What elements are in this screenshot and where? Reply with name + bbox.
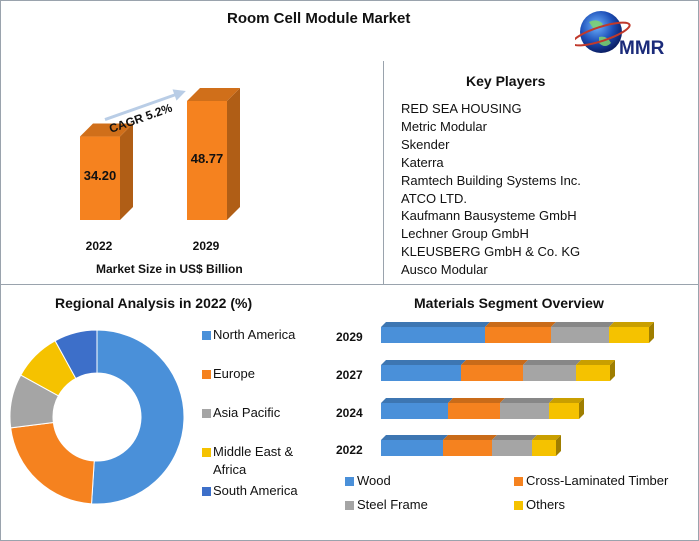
- key-player-item: Metric Modular: [401, 118, 487, 134]
- materials-year-label: 2024: [336, 406, 363, 420]
- materials-segment-cross-laminated-timber: [448, 403, 500, 419]
- key-player-item: Skender: [401, 136, 450, 152]
- key-player-item: KLEUSBERG GmbH & Co. KG: [401, 244, 581, 260]
- divider-vertical-top: [383, 61, 384, 284]
- segment-top: [500, 398, 554, 403]
- legend-swatch: [202, 331, 211, 340]
- segment-top: [381, 322, 490, 327]
- materials-segment-cross-laminated-timber: [461, 365, 523, 381]
- legend-label: South America: [213, 483, 298, 498]
- materials-segment-others: [609, 327, 649, 343]
- segment-top: [381, 398, 453, 403]
- regional-donut-chart: [9, 329, 185, 505]
- materials-segment-others: [549, 403, 579, 419]
- materials-year-label: 2027: [336, 368, 363, 382]
- segment-side: [610, 360, 615, 381]
- segment-side: [556, 435, 561, 456]
- key-player-item: Katerra: [401, 154, 444, 170]
- materials-year-label: 2029: [336, 330, 363, 344]
- legend-swatch: [202, 448, 211, 457]
- regional-title: Regional Analysis in 2022 (%): [55, 295, 253, 311]
- year-label: 2029: [193, 239, 220, 253]
- legend-label: Europe: [213, 366, 255, 381]
- materials-segment-wood: [381, 403, 448, 419]
- key-player-item: RED SEA HOUSING: [401, 101, 522, 116]
- page-title: Room Cell Module Market: [227, 10, 411, 27]
- market-xlabel: Market Size in US$ Billion: [96, 262, 243, 276]
- materials-segment-steel-frame: [492, 440, 532, 456]
- legend-label: Wood: [357, 473, 391, 488]
- segment-top: [549, 398, 584, 403]
- market-bar-2022: [80, 136, 120, 220]
- segment-top: [551, 322, 614, 327]
- materials-segment-cross-laminated-timber: [485, 327, 551, 343]
- key-player-item: Ausco Modular: [401, 262, 488, 278]
- legend-swatch: [514, 501, 523, 510]
- materials-chart: 2029 2027 2024 2022: [336, 322, 654, 457]
- materials-title: Materials Segment Overview: [414, 295, 604, 311]
- svg-text:MMR: MMR: [619, 38, 665, 59]
- materials-segment-steel-frame: [551, 327, 609, 343]
- bar-side: [227, 88, 240, 220]
- key-players-title: Key Players: [466, 73, 546, 89]
- legend-label: Steel Frame: [357, 497, 428, 512]
- legend-swatch: [202, 487, 211, 496]
- materials-segment-others: [532, 440, 556, 456]
- segment-top: [532, 435, 561, 440]
- bar-side: [120, 123, 133, 220]
- materials-year-label: 2022: [336, 443, 363, 457]
- legend-swatch: [345, 477, 354, 486]
- legend-label: Asia Pacific: [213, 405, 281, 420]
- bar-value-label: 34.20: [84, 168, 117, 183]
- legend-swatch: [202, 370, 211, 379]
- cagr-arrow: [104, 90, 184, 121]
- year-label: 2022: [86, 239, 113, 253]
- legend-label: Others: [526, 497, 566, 512]
- segment-top: [609, 322, 654, 327]
- materials-segment-wood: [381, 365, 461, 381]
- materials-segment-steel-frame: [523, 365, 576, 381]
- divider-horizontal: [1, 284, 698, 285]
- materials-segment-wood: [381, 327, 485, 343]
- segment-top: [492, 435, 537, 440]
- materials-segment-cross-laminated-timber: [443, 440, 492, 456]
- segment-top: [523, 360, 581, 365]
- bar-top: [187, 88, 240, 101]
- bar-value-label: 48.77: [191, 151, 224, 166]
- legend-label: North America: [213, 327, 296, 342]
- legend-label: Cross-Laminated Timber: [526, 473, 669, 488]
- market-bar-2029: [187, 101, 227, 220]
- globe-icon: MMR: [571, 11, 665, 59]
- segment-top: [443, 435, 497, 440]
- legend-swatch: [202, 409, 211, 418]
- legend-label: Middle East & Africa: [213, 444, 294, 477]
- key-player-item: Lechner Group GmbH: [401, 226, 529, 242]
- donut-slice-1: [10, 421, 95, 505]
- segment-top: [485, 322, 556, 327]
- donut-slice-4: [54, 329, 98, 380]
- arrow-head-icon: [172, 89, 186, 101]
- segment-top: [576, 360, 615, 365]
- materials-segment-wood: [381, 440, 443, 456]
- mmr-logo: MMR: [571, 7, 687, 61]
- bar-top: [80, 123, 133, 137]
- segment-top: [448, 398, 505, 403]
- segment-top: [381, 360, 466, 365]
- segment-top: [381, 435, 448, 440]
- key-player-item: ATCO LTD.: [401, 190, 467, 206]
- legend-swatch: [514, 477, 523, 486]
- legend-swatch: [345, 501, 354, 510]
- segment-top: [461, 360, 528, 365]
- segment-side: [649, 322, 654, 343]
- segment-side: [579, 398, 584, 419]
- key-player-item: Ramtech Building Systems Inc.: [401, 172, 581, 188]
- materials-segment-steel-frame: [500, 403, 549, 419]
- materials-segment-others: [576, 365, 610, 381]
- key-player-item: Kaufmann Bausysteme GmbH: [401, 208, 577, 224]
- donut-slice-0: [91, 329, 185, 505]
